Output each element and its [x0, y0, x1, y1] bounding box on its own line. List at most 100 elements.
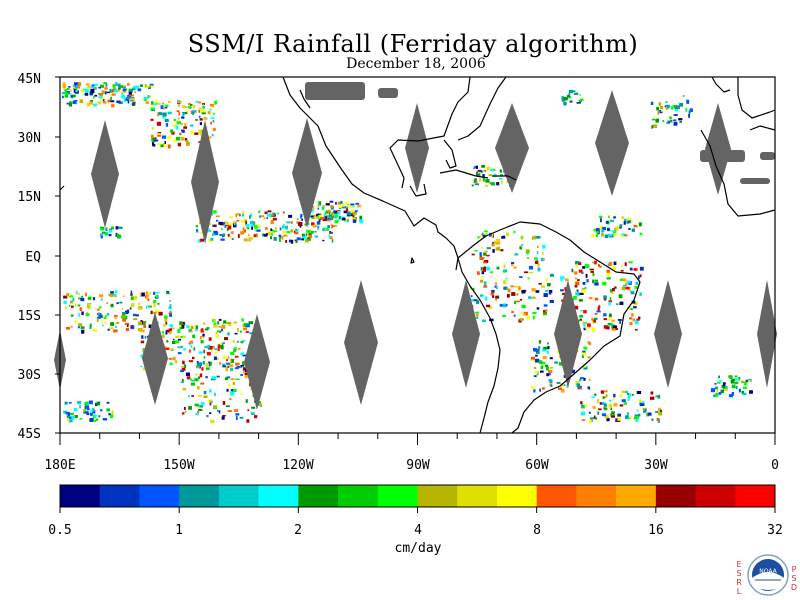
- rain-cell: [85, 292, 87, 297]
- rain-cell: [237, 348, 241, 350]
- rain-cell: [561, 388, 565, 393]
- rain-cell: [138, 302, 141, 306]
- rain-cell: [145, 100, 150, 104]
- rain-cell: [219, 362, 222, 365]
- rain-cell: [165, 123, 169, 127]
- rain-cell: [474, 249, 478, 252]
- rain-cell: [545, 309, 548, 312]
- rain-cell: [601, 413, 607, 417]
- rain-cell: [290, 239, 294, 244]
- rain-cell: [745, 379, 748, 383]
- rain-cell: [609, 289, 613, 293]
- rain-cell: [638, 275, 640, 280]
- rain-cell: [243, 238, 248, 242]
- rain-cell: [178, 111, 180, 116]
- rain-cell: [658, 102, 661, 106]
- rain-cell: [593, 415, 596, 419]
- rain-cell: [169, 331, 172, 335]
- rain-cell: [229, 222, 233, 227]
- rain-cell: [84, 402, 87, 406]
- rain-cell: [619, 226, 622, 228]
- rain-cell: [330, 206, 334, 210]
- rain-cell: [240, 365, 245, 367]
- rain-cell: [242, 211, 245, 216]
- rain-cell: [582, 354, 584, 359]
- swath-gap: [452, 280, 480, 388]
- rain-cell: [731, 384, 736, 388]
- rain-cell: [101, 90, 105, 95]
- rain-cell: [318, 214, 322, 219]
- rain-cell: [166, 118, 169, 122]
- rain-cell: [180, 123, 183, 125]
- rain-cell: [477, 172, 481, 176]
- rain-cell: [230, 389, 234, 392]
- rain-cell: [175, 360, 178, 364]
- rain-cell: [501, 236, 506, 239]
- rain-cell: [608, 261, 612, 266]
- rain-cell: [651, 118, 655, 121]
- rain-cell: [658, 411, 663, 416]
- rain-cell: [520, 298, 523, 301]
- rain-cell: [185, 372, 190, 377]
- logo-letter-r: R: [736, 578, 742, 587]
- rain-cell: [518, 319, 522, 323]
- rain-cell: [213, 322, 217, 327]
- rain-cell: [226, 227, 229, 231]
- rain-cell: [165, 331, 168, 335]
- rain-cell: [99, 294, 104, 298]
- rain-cell: [480, 247, 483, 249]
- rain-cell: [560, 279, 563, 282]
- rain-cell: [131, 325, 133, 329]
- no-data-patch: [740, 178, 770, 184]
- rain-cell: [229, 397, 232, 401]
- rain-cell: [636, 391, 642, 394]
- rain-cell: [499, 303, 503, 307]
- rain-cell: [116, 321, 120, 324]
- rain-cell: [200, 336, 202, 340]
- rain-cell: [69, 295, 74, 298]
- rain-cell: [537, 245, 539, 248]
- rain-cell: [312, 206, 315, 210]
- rain-cell: [133, 296, 138, 300]
- rain-cell: [102, 98, 105, 102]
- rain-cell: [341, 206, 347, 209]
- rain-cell: [352, 215, 355, 218]
- rain-cell: [103, 82, 107, 84]
- lat-label-45s: 45S: [18, 427, 41, 442]
- rain-cell: [202, 333, 205, 337]
- rain-cell: [277, 212, 280, 215]
- rain-cell: [214, 100, 218, 105]
- rain-cell: [312, 224, 317, 228]
- rain-cell: [304, 239, 309, 243]
- colorbar-cell: [536, 485, 577, 507]
- rain-cell: [337, 201, 341, 205]
- rain-cell: [613, 393, 616, 398]
- rain-cell: [518, 286, 521, 290]
- rain-cell: [318, 201, 322, 205]
- rain-cell: [113, 84, 116, 89]
- rain-cell: [331, 224, 333, 229]
- rain-cell: [338, 216, 342, 220]
- lon-label-180e: 180E: [44, 458, 75, 473]
- colorbar-cell: [60, 485, 101, 507]
- rain-cell: [357, 204, 361, 208]
- rain-cell: [326, 227, 329, 231]
- rain-cell: [574, 261, 579, 265]
- rain-cell: [630, 415, 632, 419]
- rain-cell: [63, 87, 66, 90]
- rain-cell: [594, 317, 598, 320]
- rain-cell: [245, 323, 250, 328]
- rain-cell: [545, 290, 549, 292]
- rain-cell: [584, 404, 588, 408]
- rain-cell: [68, 304, 71, 307]
- rain-cell: [319, 217, 324, 220]
- rain-cell: [340, 200, 343, 204]
- rain-cell: [207, 136, 212, 139]
- rain-cell: [88, 400, 93, 405]
- swath-gap: [405, 103, 429, 193]
- rain-cell: [188, 395, 190, 398]
- rain-cell: [685, 107, 688, 112]
- noaa-logo: NOAA: [747, 554, 789, 596]
- colorbar-cell: [735, 485, 776, 507]
- rain-cell: [599, 226, 603, 230]
